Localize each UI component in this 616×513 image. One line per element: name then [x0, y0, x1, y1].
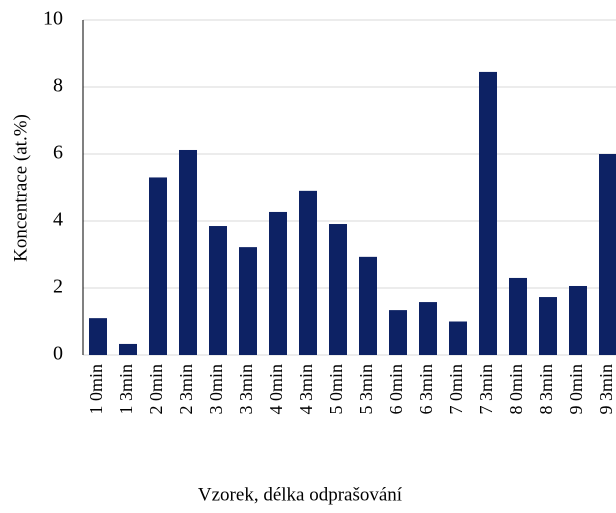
- x-tick-label: 2 0min: [146, 364, 166, 415]
- bar: [389, 310, 407, 355]
- x-tick-label: 3 3min: [236, 364, 256, 415]
- x-tick-label: 4 0min: [266, 364, 286, 415]
- x-tick-label: 7 0min: [446, 364, 466, 415]
- x-tick-label: 5 3min: [356, 364, 376, 415]
- bar: [569, 285, 587, 355]
- x-tick-label: 5 0min: [326, 364, 346, 415]
- bar: [299, 190, 317, 355]
- bar: [329, 224, 347, 355]
- bar: [179, 149, 197, 355]
- x-tick-label: 1 3min: [116, 364, 136, 415]
- x-tick-label: 9 3min: [596, 364, 616, 415]
- x-tick-label: 9 0min: [566, 364, 586, 415]
- x-tick-label: 6 3min: [416, 364, 436, 415]
- bar: [89, 318, 107, 355]
- bar: [479, 71, 497, 356]
- y-tick-label: 4: [53, 209, 63, 231]
- bar: [149, 177, 167, 355]
- y-axis-title: Koncentrace (at.%): [10, 114, 31, 262]
- y-tick-label: 8: [53, 75, 63, 97]
- x-tick-label: 1 0min: [86, 364, 106, 415]
- x-tick-label: 3 0min: [206, 364, 226, 415]
- bar: [449, 321, 467, 355]
- x-axis-title: Vzorek, délka odprašování: [198, 484, 403, 505]
- bar: [509, 277, 527, 355]
- x-tick-label: 4 3min: [296, 364, 316, 415]
- bar: [419, 302, 437, 355]
- y-tick-label: 2: [53, 276, 63, 298]
- y-tick-label: 6: [53, 142, 63, 164]
- x-tick-label: 2 3min: [176, 364, 196, 415]
- x-tick-label: 6 0min: [386, 364, 406, 415]
- y-tick-label: 10: [43, 8, 63, 30]
- bar: [239, 247, 257, 355]
- bar: [539, 297, 557, 355]
- x-tick-label: 8 3min: [536, 364, 556, 415]
- y-tick-label: 0: [53, 343, 63, 365]
- bar: [599, 154, 616, 355]
- bar: [269, 211, 287, 355]
- bar: [119, 343, 137, 355]
- bar: [359, 256, 377, 355]
- x-tick-label: 7 3min: [476, 364, 496, 415]
- x-tick-label: 8 0min: [506, 364, 526, 415]
- bar: [209, 226, 227, 355]
